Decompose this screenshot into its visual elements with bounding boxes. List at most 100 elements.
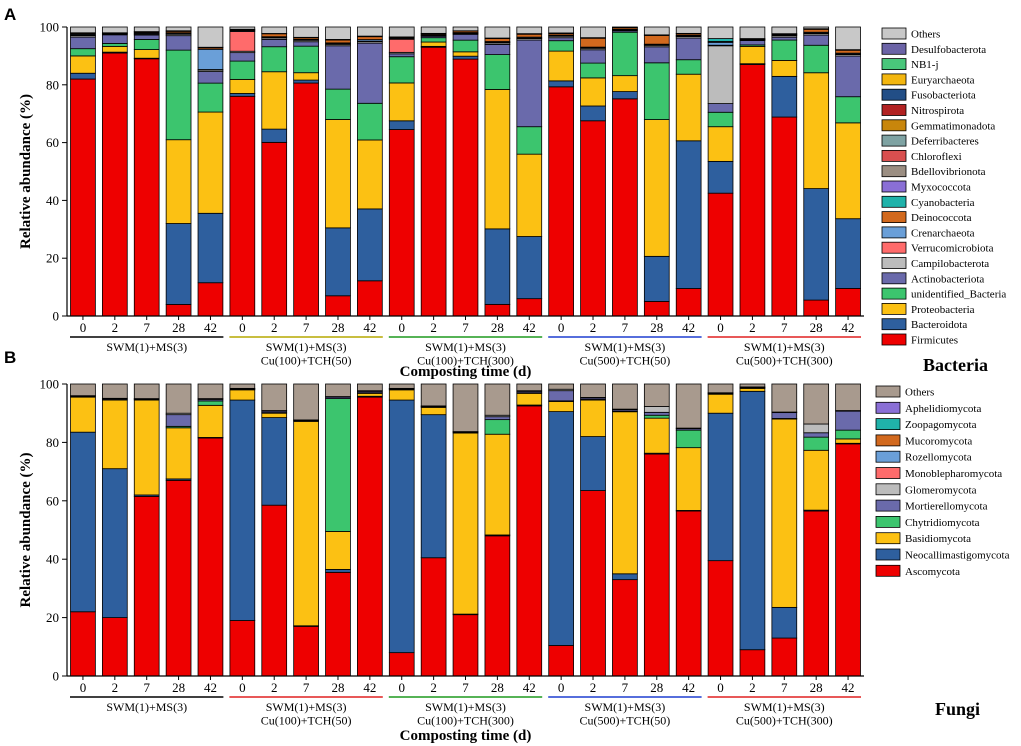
bacteria-bar-unidentified-bacteria-2 <box>133 39 160 50</box>
fungi-bar-neocallimastigomycota-0 <box>70 431 96 613</box>
bacteria-legend-swatch-euryarchaeota <box>881 73 907 86</box>
fungi-legend-swatch-neocallimastigomycota <box>875 548 901 561</box>
bacteria-bar-unidentified-bacteria-13 <box>484 54 511 90</box>
bacteria-group-label-3: Cu(500)+TCH(50) <box>580 354 671 368</box>
bacteria-bar-verrucomicrobiota-10 <box>388 38 415 53</box>
fungi-x-tick-label: 0 <box>717 680 724 695</box>
bacteria-x-tick-label: 28 <box>491 320 504 335</box>
bacteria-bar-firmicutes-6 <box>261 141 288 317</box>
bacteria-bar-bacteroidota-5 <box>229 93 256 97</box>
bacteria-bar-unidentified-bacteria-14 <box>516 126 543 155</box>
bacteria-bar-actinobacteriota-19 <box>675 37 702 61</box>
fungi-legend-swatch-others <box>875 385 901 398</box>
fungi-bar-neocallimastigomycota-22 <box>771 606 798 639</box>
fungi-group-label-4: SWM(1)+MS(3) <box>744 700 825 714</box>
bacteria-legend-label-campilobacterota: Campilobacterota <box>911 258 989 270</box>
bacteria-bar-bacteroidota-17 <box>612 91 638 100</box>
bacteria-bar-unidentified-bacteria-8 <box>325 88 351 120</box>
fungi-bar-mortierellomycota-23 <box>803 432 830 438</box>
bacteria-bar-proteobacteria-23 <box>803 72 830 189</box>
fungi-bar-basidiomycota-19 <box>675 447 702 511</box>
bacteria-x-tick-label: 42 <box>523 320 536 335</box>
fungi-bar-others-13 <box>484 383 511 416</box>
fungi-bar-basidiomycota-3 <box>165 427 192 480</box>
bacteria-legend-swatch-actinobacteriota <box>881 272 907 285</box>
fungi-legend-swatch-basidiomycota <box>875 532 901 545</box>
bacteria-legend-swatch-chloroflexi <box>881 149 907 162</box>
bacteria-x-tick-label: 42 <box>204 320 217 335</box>
bacteria-bar-bacteroidota-13 <box>484 228 511 305</box>
fungi-bar-others-24 <box>835 383 861 411</box>
bacteria-bar-unidentified-bacteria-15 <box>548 40 574 52</box>
bacteria-legend-label-chloroflexi: Chloroflexi <box>911 151 962 163</box>
fungi-bar-mortierellomycota-13 <box>484 416 511 421</box>
bacteria-bar-unidentified-bacteria-9 <box>357 102 383 141</box>
bacteria-group-label-4: SWM(1)+MS(3) <box>744 340 825 354</box>
bacteria-bar-unidentified-bacteria-12 <box>452 39 479 53</box>
bacteria-bar-unidentified-bacteria-7 <box>293 45 319 74</box>
bacteria-x-tick-label: 0 <box>717 320 724 335</box>
fungi-x-tick-label: 42 <box>363 680 376 695</box>
fungi-group-label-0: SWM(1)+MS(3) <box>106 700 187 714</box>
fungi-bar-others-4 <box>197 383 224 400</box>
fungi-x-tick-label: 28 <box>810 680 823 695</box>
bacteria-legend-swatch-bacteroidota <box>881 318 907 331</box>
bacteria-bar-others-0 <box>70 26 96 34</box>
fungi-bar-basidiomycota-18 <box>643 417 670 454</box>
bacteria-x-tick-label: 7 <box>303 320 310 335</box>
fungi-bar-glomeromycota-23 <box>803 423 830 434</box>
bacteria-legend-label-gemmatimonadota: Gemmatimonadota <box>911 120 995 132</box>
fungi-legend-swatch-chytridiomycota <box>875 516 901 528</box>
bacteria-bar-firmicutes-4 <box>197 282 224 317</box>
bacteria-legend-label-actinobacteriota: Actinobacteriota <box>911 273 984 285</box>
fungi-bar-others-19 <box>675 383 702 429</box>
fungi-bar-glomeromycota-18 <box>643 406 670 413</box>
bacteria-bar-bacteroidota-10 <box>388 120 415 130</box>
fungi-bar-basidiomycota-5 <box>229 389 256 401</box>
bacteria-bar-bacteroidota-18 <box>643 255 670 302</box>
bacteria-bar-proteobacteria-20 <box>707 126 734 162</box>
fungi-legend-swatch-monoblepharomycota <box>875 467 901 479</box>
bacteria-legend-swatch-crenarchaeota <box>881 226 907 239</box>
fungi-legend-swatch-ascomycota <box>875 564 901 577</box>
bacteria-bar-firmicutes-20 <box>707 192 734 317</box>
bacteria-x-tick-label: 7 <box>622 320 629 335</box>
fungi-bar-basidiomycota-13 <box>484 433 511 536</box>
fungi-x-tick-label: 2 <box>590 680 597 695</box>
bacteria-bar-others-3 <box>165 26 192 32</box>
fungi-bar-neocallimastigomycota-15 <box>548 411 574 646</box>
bacteria-bar-bacteroidota-0 <box>70 72 96 80</box>
bacteria-group-label-2: SWM(1)+MS(3) <box>425 340 506 354</box>
fungi-x-tick-label: 7 <box>143 680 150 695</box>
bacteria-bar-deinococcota-16 <box>580 37 606 48</box>
bacteria-legend-swatch-cyanobacteria <box>881 195 907 208</box>
fungi-x-tick-label: 0 <box>239 680 246 695</box>
panel-b-letter: B <box>4 348 16 367</box>
fungi-bar-basidiomycota-1 <box>101 399 128 470</box>
panel-a-letter: A <box>4 5 16 24</box>
fungi-legend-label-basidiomycota: Basidiomycota <box>905 533 971 545</box>
bacteria-bar-actinobacteriota-9 <box>357 42 383 104</box>
fungi-x-tick-label: 7 <box>462 680 469 695</box>
bacteria-legend-swatch-myxococcota <box>881 180 907 193</box>
bacteria-bar-proteobacteria-13 <box>484 89 511 230</box>
bacteria-bar-proteobacteria-5 <box>229 78 256 94</box>
fungi-bar-basidiomycota-0 <box>70 396 96 433</box>
bacteria-bar-actinobacteriota-24 <box>835 55 861 98</box>
fungi-bar-mortierellomycota-3 <box>165 414 192 427</box>
bacteria-bar-others-10 <box>388 26 415 38</box>
fungi-legend-label-zoopagomycota: Zoopagomycota <box>905 419 977 431</box>
bacteria-bar-unidentified-bacteria-24 <box>835 96 861 124</box>
bacteria-bar-proteobacteria-3 <box>165 139 192 224</box>
bacteria-bar-firmicutes-11 <box>420 46 447 317</box>
bacteria-group-label-4: Cu(500)+TCH(300) <box>736 354 833 368</box>
fungi-bar-neocallimastigomycota-21 <box>739 390 766 651</box>
fungi-bar-basidiomycota-14 <box>516 392 543 406</box>
bacteria-bar-firmicutes-3 <box>165 304 192 317</box>
bacteria-bar-deinococcota-18 <box>643 35 670 45</box>
bacteria-legend-swatch-others <box>881 27 907 40</box>
bacteria-x-tick-label: 2 <box>112 320 119 335</box>
bacteria-legend-swatch-campilobacterota <box>881 257 907 269</box>
bacteria-legend-label-firmicutes: Firmicutes <box>911 335 958 347</box>
